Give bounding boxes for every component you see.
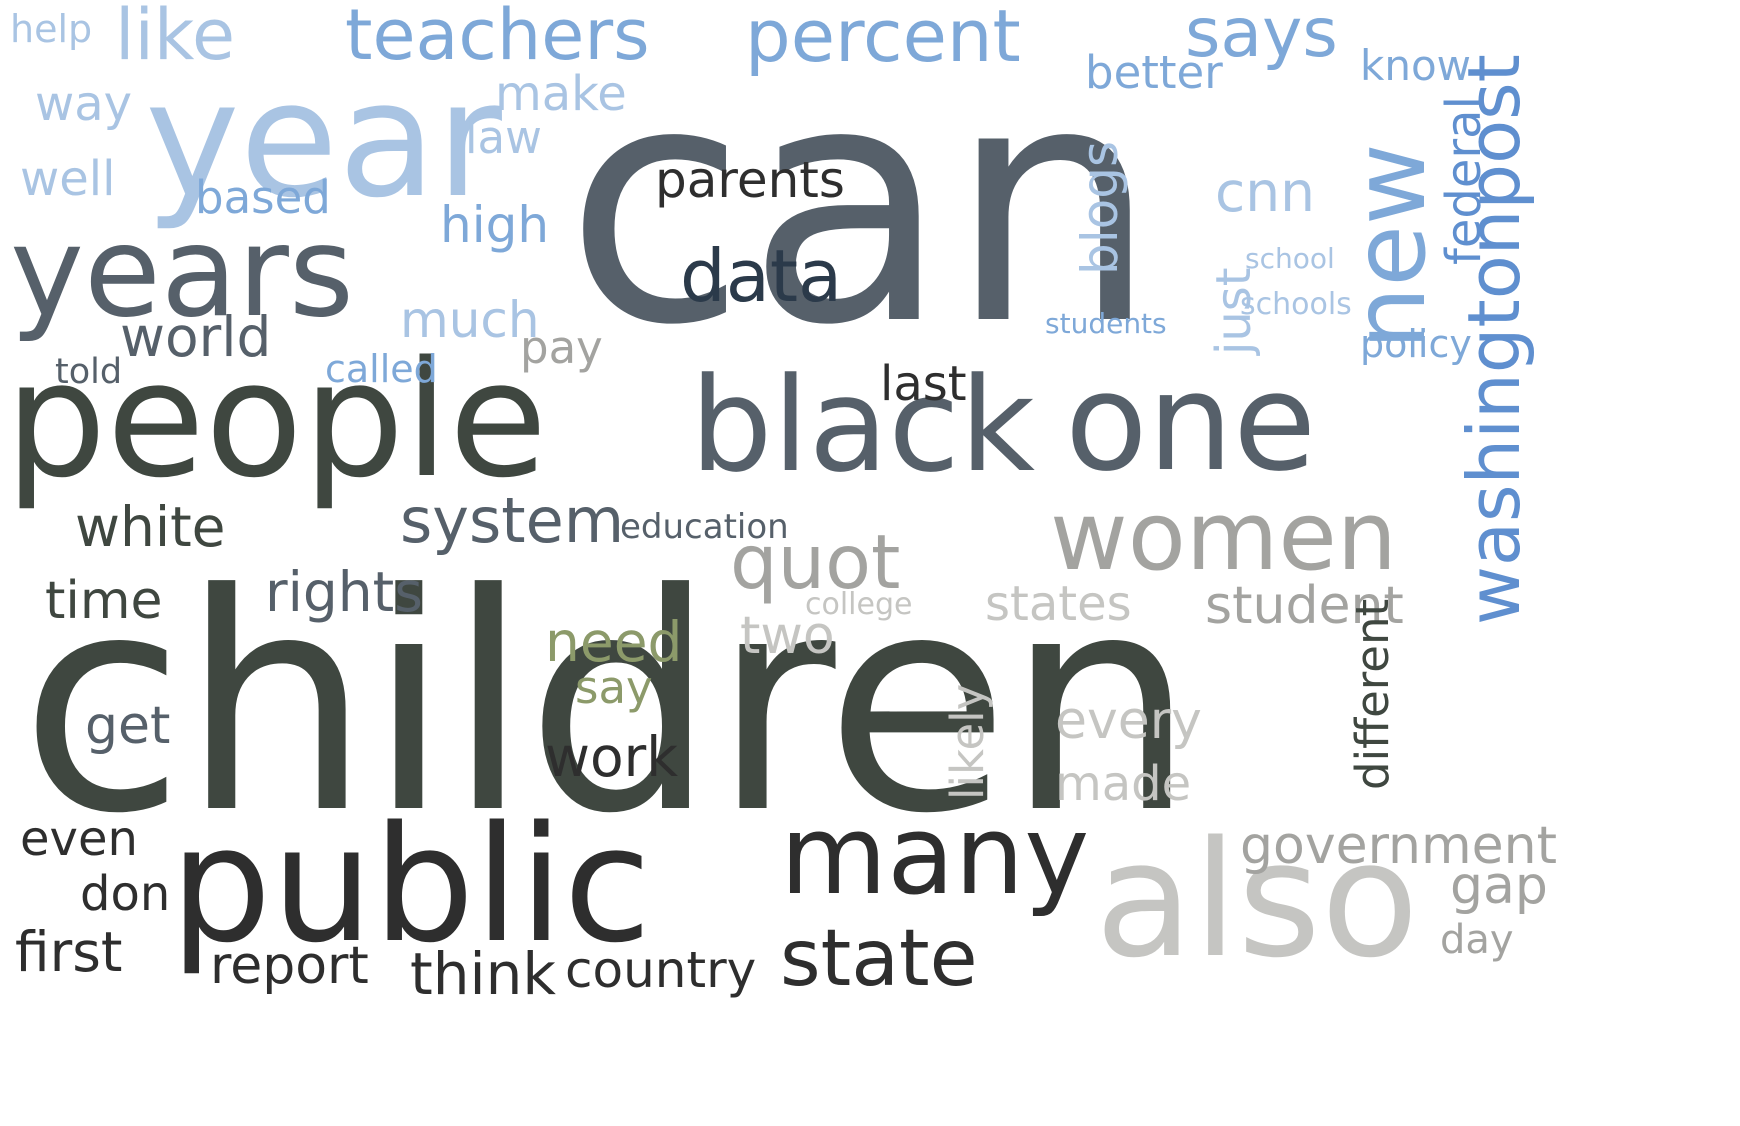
word-parents: parents	[655, 151, 845, 209]
word-can: can	[565, 13, 1158, 397]
word-quot: quot	[730, 518, 901, 606]
word-day: day	[1440, 917, 1514, 963]
word-cnn: cnn	[1215, 160, 1315, 224]
word-people: people	[5, 326, 548, 513]
word-two: two	[740, 606, 835, 666]
word-law: law	[465, 111, 542, 164]
word-called: called	[325, 347, 438, 391]
word-policy: policy	[1360, 322, 1472, 366]
word-white: white	[75, 495, 226, 559]
word-public: public	[170, 791, 652, 978]
word-many: many	[780, 791, 1090, 919]
word-time: time	[45, 571, 163, 631]
word-like: like	[115, 0, 236, 76]
word-one: one	[1065, 344, 1317, 501]
word-better: better	[1085, 46, 1223, 99]
word-think: think	[410, 940, 556, 1008]
word-student: student	[1205, 576, 1404, 636]
word-children: children	[20, 530, 1196, 879]
word-likely: likely	[941, 683, 994, 800]
word-schools: schools	[1240, 287, 1352, 322]
word-high: high	[440, 196, 550, 254]
word-teachers: teachers	[345, 0, 650, 76]
word-school: school	[1245, 242, 1335, 275]
word-black: black	[690, 349, 1036, 501]
word-percent: percent	[745, 0, 1021, 78]
word-know: know	[1360, 41, 1471, 90]
word-government: government	[1240, 816, 1558, 876]
word-data: data	[680, 234, 843, 318]
word-made: made	[1055, 756, 1192, 812]
word-get: get	[85, 696, 171, 756]
word-also: also	[1095, 806, 1419, 993]
word-gap: gap	[1450, 856, 1548, 916]
word-federal: federal	[1436, 96, 1492, 265]
word-says: says	[1185, 0, 1338, 73]
word-college: college	[805, 587, 913, 622]
word-country: country	[565, 941, 757, 999]
word-year: year	[145, 46, 502, 233]
word-new: new	[1331, 143, 1448, 350]
word-women: women	[1050, 482, 1398, 592]
word-every: every	[1055, 691, 1202, 751]
word-say: say	[575, 661, 653, 714]
word-blogs: blogs	[1071, 140, 1129, 275]
word-way: way	[35, 76, 133, 132]
word-need: need	[545, 610, 683, 674]
word-told: told	[55, 352, 123, 392]
word-states: states	[985, 576, 1132, 632]
word-much: much	[400, 291, 540, 349]
word-even: even	[20, 811, 138, 867]
word-state: state	[780, 914, 978, 1004]
word-make: make	[495, 66, 627, 122]
word-years: years	[10, 200, 354, 345]
word-work: work	[545, 725, 679, 789]
word-report: report	[210, 936, 369, 996]
word-help: help	[10, 7, 93, 51]
word-education: education	[620, 507, 789, 547]
word-rights: rights	[265, 560, 423, 624]
word-well: well	[20, 151, 116, 207]
word-don: don	[80, 866, 171, 922]
word-last: last	[880, 356, 967, 412]
word-different: different	[1346, 598, 1399, 790]
word-pay: pay	[520, 321, 603, 374]
word-students: students	[1045, 307, 1167, 340]
word-first: first	[15, 920, 123, 984]
word-based: based	[195, 171, 331, 224]
word-world: world	[120, 305, 272, 369]
word-system: system	[400, 484, 625, 557]
